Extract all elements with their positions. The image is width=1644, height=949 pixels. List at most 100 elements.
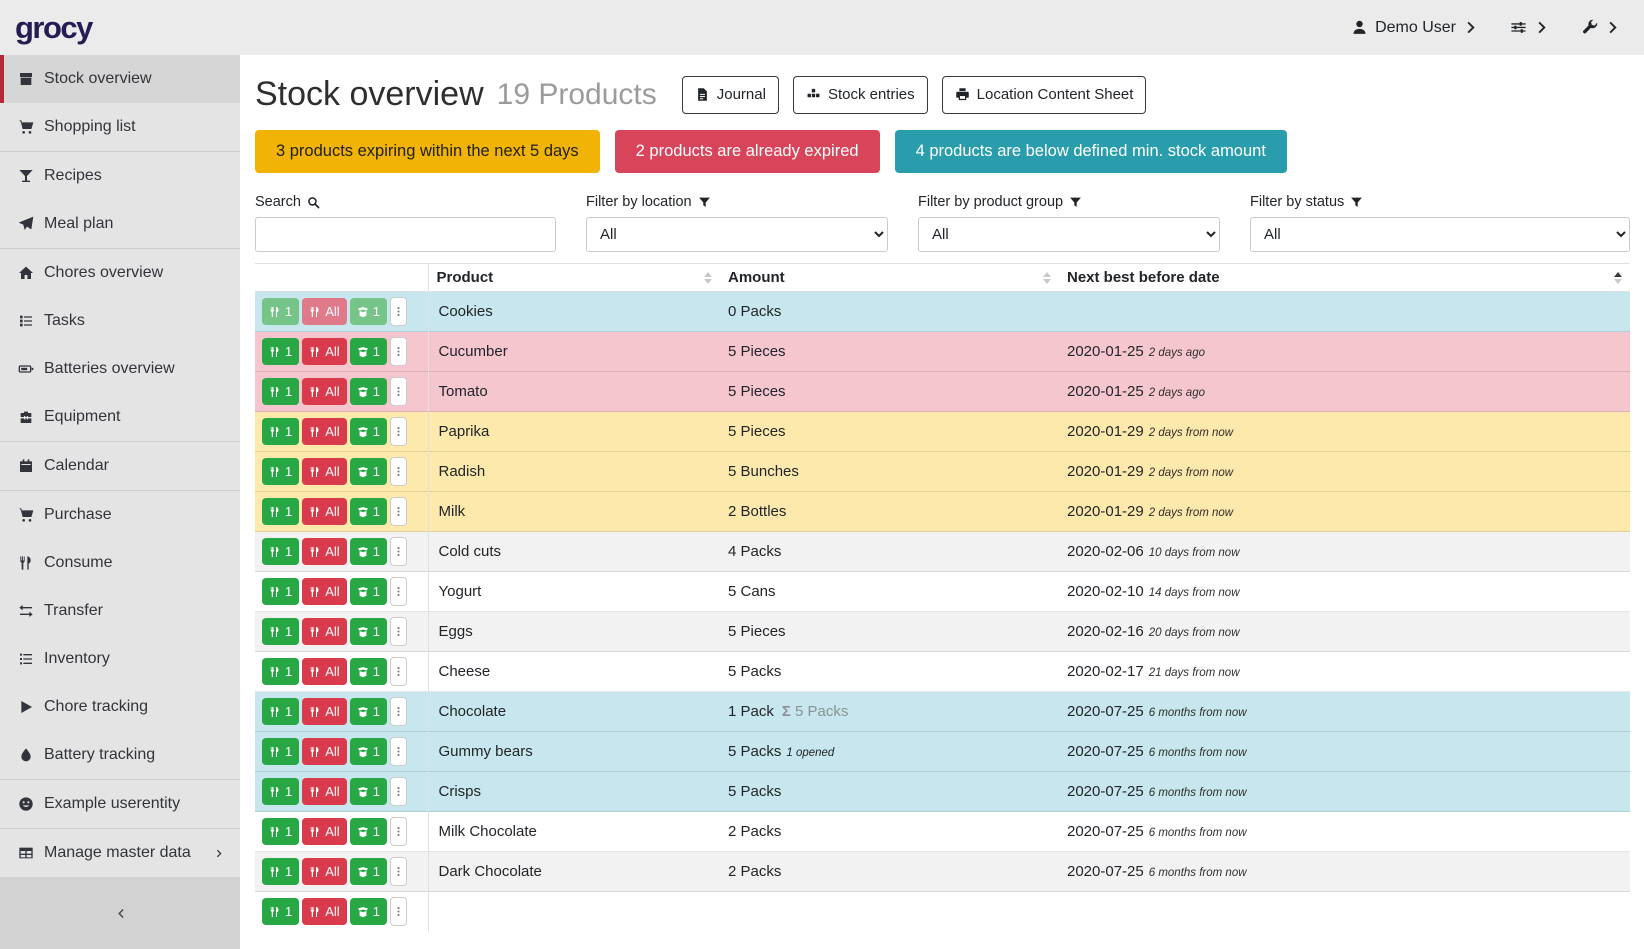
consume-one-button[interactable]: 1	[262, 898, 300, 926]
consume-one-button[interactable]: 1	[262, 858, 300, 885]
sidebar-item-stock-overview[interactable]: Stock overview	[0, 55, 240, 103]
row-menu-button[interactable]	[389, 537, 407, 566]
user-menu[interactable]: Demo User	[1351, 19, 1480, 37]
column-header-amount[interactable]: Amount	[720, 263, 1059, 292]
open-one-button[interactable]: 1	[349, 578, 387, 605]
open-one-button[interactable]: 1	[349, 618, 387, 645]
open-one-button[interactable]: 1	[349, 818, 387, 845]
sidebar-item-inventory[interactable]: Inventory	[0, 635, 240, 683]
product-group-select[interactable]: All	[918, 217, 1220, 252]
consume-one-button[interactable]: 1	[262, 498, 300, 525]
consume-all-button[interactable]: All	[302, 538, 347, 565]
consume-one-button[interactable]: 1	[262, 458, 300, 485]
sidebar-item-example-userentity[interactable]: Example userentity	[0, 780, 240, 828]
consume-all-button[interactable]: All	[302, 298, 347, 325]
admin-menu[interactable]	[1581, 19, 1622, 36]
alert-min-stock-amount[interactable]: 4 products are below defined min. stock …	[894, 130, 1287, 173]
open-one-button[interactable]: 1	[349, 698, 387, 725]
consume-one-button[interactable]: 1	[262, 338, 300, 365]
sidebar-item-tasks[interactable]: Tasks	[0, 297, 240, 345]
consume-all-button[interactable]: All	[302, 338, 347, 365]
sidebar-item-equipment[interactable]: Equipment	[0, 393, 240, 441]
journal-button[interactable]: Journal	[681, 75, 779, 114]
sidebar-item-shopping-list[interactable]: Shopping list	[0, 103, 240, 151]
sidebar-item-chores-overview[interactable]: Chores overview	[0, 249, 240, 297]
consume-one-button[interactable]: 1	[262, 618, 300, 645]
row-menu-button[interactable]	[389, 897, 407, 927]
row-menu-button[interactable]	[389, 817, 407, 846]
consume-all-button[interactable]: All	[302, 498, 347, 525]
consume-one-button[interactable]: 1	[262, 658, 300, 685]
consume-one-button[interactable]: 1	[262, 698, 300, 725]
row-menu-button[interactable]	[389, 737, 407, 766]
consume-all-button[interactable]: All	[302, 618, 347, 645]
location-content-sheet-button[interactable]: Location Content Sheet	[941, 75, 1147, 114]
consume-all-button[interactable]: All	[302, 418, 347, 445]
column-header-product[interactable]: Product	[428, 263, 720, 292]
open-one-button[interactable]: 1	[349, 298, 387, 325]
consume-all-button[interactable]: All	[302, 858, 347, 885]
row-menu-button[interactable]	[389, 777, 407, 806]
consume-all-button[interactable]: All	[302, 898, 347, 926]
row-menu-button[interactable]	[389, 857, 407, 886]
sidebar-item-batteries-overview[interactable]: Batteries overview	[0, 345, 240, 393]
open-one-button[interactable]: 1	[349, 658, 387, 685]
status-select[interactable]: All	[1250, 217, 1630, 252]
row-menu-button[interactable]	[389, 577, 407, 606]
sidebar-item-calendar[interactable]: Calendar	[0, 442, 240, 490]
open-one-button[interactable]: 1	[349, 738, 387, 765]
open-one-button[interactable]: 1	[349, 498, 387, 525]
utensils-icon	[309, 826, 321, 838]
consume-all-button[interactable]: All	[302, 378, 347, 405]
sidebar-item-purchase[interactable]: Purchase	[0, 491, 240, 539]
open-one-button[interactable]: 1	[349, 778, 387, 805]
consume-one-button[interactable]: 1	[262, 298, 300, 325]
open-one-button[interactable]: 1	[349, 378, 387, 405]
sidebar-item-chore-tracking[interactable]: Chore tracking	[0, 683, 240, 731]
sidebar-item-manage-master-data[interactable]: Manage master data	[0, 829, 240, 877]
sidebar-item-transfer[interactable]: Transfer	[0, 587, 240, 635]
row-menu-button[interactable]	[389, 377, 407, 406]
consume-all-button[interactable]: All	[302, 698, 347, 725]
consume-one-button[interactable]: 1	[262, 378, 300, 405]
sidebar-item-meal-plan[interactable]: Meal plan	[0, 200, 240, 248]
consume-one-button[interactable]: 1	[262, 738, 300, 765]
open-one-button[interactable]: 1	[349, 458, 387, 485]
sidebar-item-battery-tracking[interactable]: Battery tracking	[0, 731, 240, 779]
row-menu-button[interactable]	[389, 697, 407, 726]
consume-one-button[interactable]: 1	[262, 818, 300, 845]
open-one-button[interactable]: 1	[349, 418, 387, 445]
open-one-button[interactable]: 1	[349, 898, 387, 926]
open-one-button[interactable]: 1	[349, 858, 387, 885]
consume-one-button[interactable]: 1	[262, 778, 300, 805]
open-one-button[interactable]: 1	[349, 338, 387, 365]
row-menu-button[interactable]	[389, 457, 407, 486]
consume-all-button[interactable]: All	[302, 458, 347, 485]
stock-entries-button[interactable]: Stock entries	[792, 75, 928, 114]
app-logo[interactable]: grocy	[15, 9, 93, 45]
consume-all-button[interactable]: All	[302, 658, 347, 685]
row-menu-button[interactable]	[389, 417, 407, 446]
consume-one-button[interactable]: 1	[262, 418, 300, 445]
row-menu-button[interactable]	[389, 657, 407, 686]
consume-one-button[interactable]: 1	[262, 578, 300, 605]
settings-menu[interactable]	[1510, 19, 1551, 36]
sidebar-collapse-button[interactable]	[0, 877, 240, 949]
sidebar-item-consume[interactable]: Consume	[0, 539, 240, 587]
row-menu-button[interactable]	[389, 617, 407, 646]
row-menu-button[interactable]	[389, 297, 407, 326]
consume-all-button[interactable]: All	[302, 778, 347, 805]
location-select[interactable]: All	[586, 217, 888, 252]
row-menu-button[interactable]	[389, 337, 407, 366]
alert-are-already-expired[interactable]: 2 products are already expired	[614, 130, 880, 173]
open-one-button[interactable]: 1	[349, 538, 387, 565]
consume-all-button[interactable]: All	[302, 578, 347, 605]
column-header-next-best-before-date[interactable]: Next best before date	[1059, 263, 1630, 292]
consume-all-button[interactable]: All	[302, 738, 347, 765]
consume-one-button[interactable]: 1	[262, 538, 300, 565]
search-input[interactable]	[255, 217, 556, 252]
sidebar-item-recipes[interactable]: Recipes	[0, 152, 240, 200]
alert-next-5-days[interactable]: 3 products expiring within the next 5 da…	[255, 130, 600, 173]
consume-all-button[interactable]: All	[302, 818, 347, 845]
row-menu-button[interactable]	[389, 497, 407, 526]
